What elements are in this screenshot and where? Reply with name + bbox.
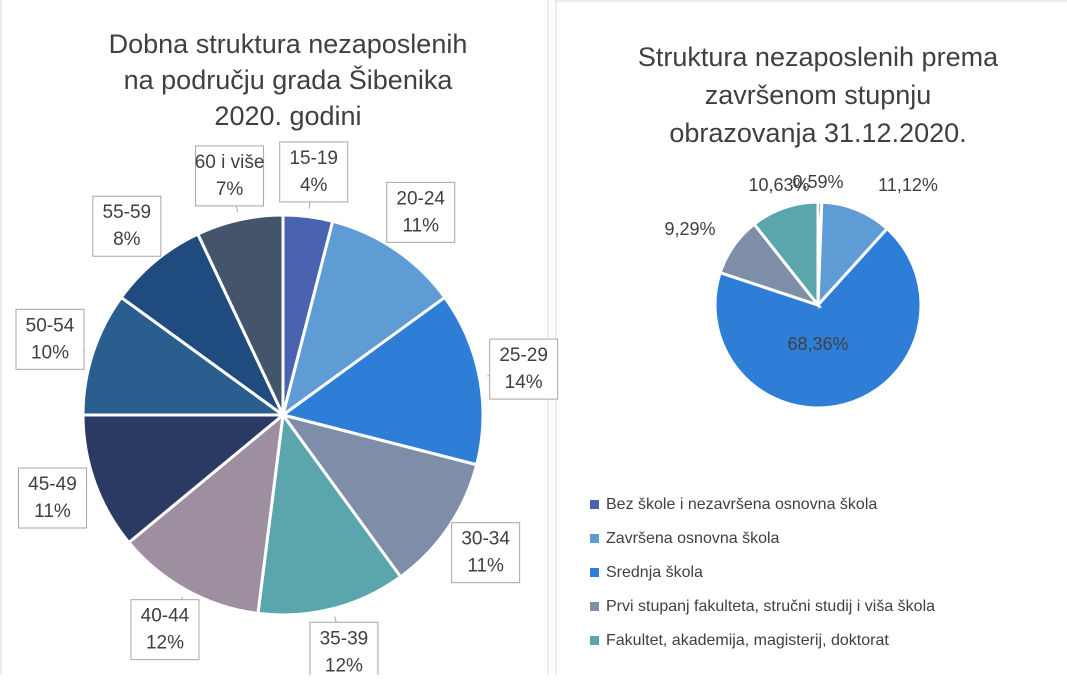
data-label: 4% bbox=[300, 175, 328, 196]
pie-slice bbox=[752, 200, 820, 310]
label-category: 50-54 bbox=[26, 315, 75, 336]
legend-swatch bbox=[590, 568, 599, 577]
data-label: 14% bbox=[505, 372, 543, 393]
data-label: 10,63% bbox=[748, 175, 809, 195]
label-category: 40-44 bbox=[141, 606, 190, 627]
data-label: 12% bbox=[146, 633, 184, 654]
data-label: 11,12% bbox=[878, 175, 938, 195]
legend-label: Srednja škola bbox=[606, 564, 703, 581]
pie-slice bbox=[280, 219, 447, 419]
data-label: 11% bbox=[467, 556, 504, 577]
label-box bbox=[130, 599, 200, 661]
label-category: 25-29 bbox=[499, 345, 548, 366]
pie-slice bbox=[119, 232, 285, 417]
data-label: 10% bbox=[31, 342, 69, 363]
chart-title: obrazovanja 31.12.2020. bbox=[669, 118, 966, 148]
label-category: 35-39 bbox=[320, 628, 369, 649]
chart-title: Dobna struktura nezaposlenih bbox=[109, 29, 468, 59]
label-box bbox=[489, 338, 559, 400]
legend-swatch bbox=[590, 500, 599, 509]
label-box bbox=[451, 522, 521, 584]
pie-slice bbox=[713, 226, 923, 410]
chart-title: 2020. godini bbox=[214, 101, 361, 131]
pie-slice bbox=[195, 213, 285, 416]
label-box bbox=[309, 621, 379, 680]
pie-slice bbox=[81, 295, 288, 417]
data-label: 8% bbox=[113, 229, 141, 250]
chart-title: završenom stupnju bbox=[705, 80, 932, 110]
label-box bbox=[92, 195, 162, 257]
chart-title: na području grada Šibenika bbox=[124, 64, 454, 95]
legend-swatch bbox=[590, 534, 599, 543]
data-label: 0,59% bbox=[792, 172, 843, 192]
data-label: 11% bbox=[34, 501, 71, 522]
data-label: 9,29% bbox=[664, 219, 715, 239]
pie-slice bbox=[279, 295, 485, 467]
label-box bbox=[17, 467, 87, 529]
data-label: 68,36% bbox=[787, 334, 848, 354]
label-box bbox=[15, 308, 85, 370]
label-box bbox=[279, 141, 349, 203]
data-label: 7% bbox=[216, 179, 244, 200]
label-category: 60 i više bbox=[195, 152, 265, 173]
pie-slice bbox=[256, 411, 403, 617]
label-category: 30-34 bbox=[461, 529, 510, 550]
data-label: 12% bbox=[325, 655, 363, 675]
legend-label: Prvi stupanj fakulteta, stručni studij i… bbox=[606, 598, 935, 615]
legend-label: Bez škole i nezavršena osnovna škola bbox=[606, 496, 877, 513]
legend-label: Fakultet, akademija, magisterij, doktora… bbox=[606, 632, 889, 649]
label-category: 15-19 bbox=[289, 148, 338, 169]
chart-title: Struktura nezaposlenih prema bbox=[638, 42, 999, 72]
legend-swatch bbox=[590, 636, 599, 645]
data-label: 11% bbox=[402, 215, 439, 236]
label-box bbox=[195, 145, 265, 207]
legend-swatch bbox=[590, 602, 599, 611]
pie-slice bbox=[81, 413, 288, 545]
pie-slice bbox=[126, 411, 285, 616]
label-category: 55-59 bbox=[103, 202, 152, 223]
pie-slice bbox=[279, 412, 479, 579]
label-category: 45-49 bbox=[28, 474, 77, 495]
legend-label: Završena osnovna škola bbox=[606, 530, 780, 547]
label-category: 20-24 bbox=[396, 188, 445, 209]
label-box bbox=[386, 181, 456, 243]
